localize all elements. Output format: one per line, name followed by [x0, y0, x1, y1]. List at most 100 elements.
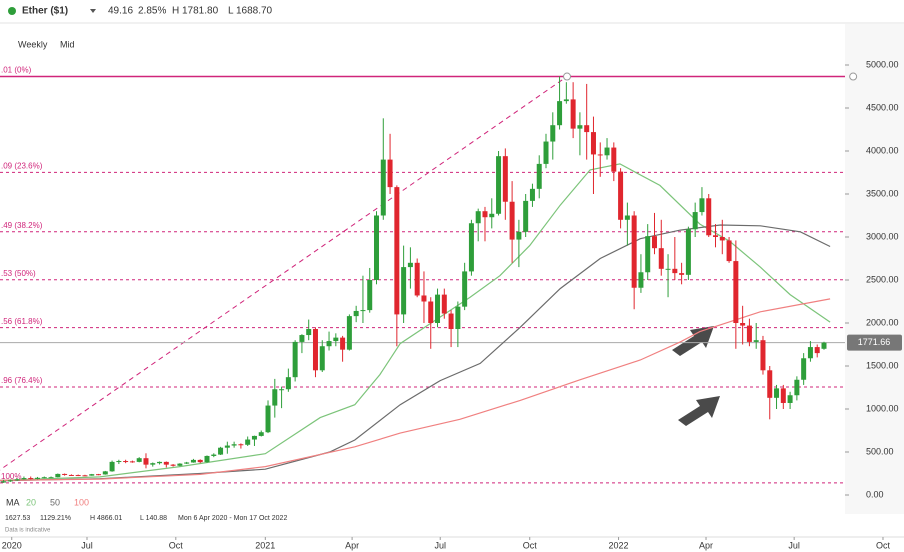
plot-area: [0, 75, 845, 484]
candle-body: [28, 478, 34, 480]
y-tick-label: 2000.00: [866, 317, 899, 327]
candle-body: [719, 237, 725, 241]
y-tick-label: 5000.00: [866, 59, 899, 69]
candle-body: [455, 306, 461, 330]
status-dot: [8, 7, 16, 15]
candle-body: [658, 248, 664, 269]
candle-body: [475, 211, 481, 224]
candle-body: [353, 310, 359, 317]
candle-body: [96, 474, 102, 476]
candle-body: [618, 171, 624, 220]
fib-anchor: [849, 72, 858, 81]
stat: H 4866.01: [90, 515, 122, 522]
candle-body: [760, 340, 766, 371]
candle-body: [102, 471, 108, 475]
candle-body: [258, 432, 264, 436]
candle-body: [279, 389, 285, 391]
candle-body: [428, 301, 434, 323]
candle-body: [821, 342, 827, 349]
candle-body: [401, 267, 407, 315]
candle-body: [509, 201, 515, 240]
price-type[interactable]: Mid: [60, 39, 75, 49]
legend-entry: 50: [50, 497, 60, 507]
candle-body: [238, 444, 244, 446]
x-tick-label: 2021: [255, 540, 275, 550]
high: H 1781.80: [172, 6, 219, 17]
candle-body: [34, 477, 40, 479]
x-tick-label: 2020: [2, 540, 22, 550]
candle-body: [557, 101, 563, 126]
candle-body: [123, 461, 129, 463]
candle-body: [75, 475, 81, 477]
candle-body: [780, 388, 786, 403]
candle-body: [48, 477, 54, 479]
candle-body: [801, 358, 807, 380]
candle-body: [672, 268, 678, 274]
candle-body: [767, 370, 773, 398]
candle-body: [387, 159, 393, 188]
candle-body: [89, 474, 95, 476]
candle-body: [184, 462, 190, 464]
candle-body: [421, 295, 427, 302]
fib-label: .96 (76.4%): [1, 376, 43, 385]
fib-trendline: [0, 76, 568, 471]
candle-body: [638, 272, 644, 288]
candle-body: [177, 463, 183, 466]
candle-body: [380, 159, 386, 216]
interval[interactable]: Weekly: [18, 39, 48, 49]
fib-label: .56 (61.8%): [1, 317, 43, 326]
candle-body: [136, 458, 142, 462]
y-tick-label: 3500.00: [866, 188, 899, 198]
price-badge-label: 1771.66: [858, 337, 891, 347]
candle-body: [523, 200, 529, 232]
candle-body: [326, 341, 332, 347]
candle-body: [726, 240, 732, 262]
candle-body: [746, 325, 752, 342]
x-tick-label: Jul: [434, 540, 446, 550]
moving-average: [0, 224, 831, 482]
candle-body: [414, 262, 420, 296]
candle-body: [645, 236, 651, 273]
candle-body: [692, 212, 698, 230]
y-tick-label: 0.00: [866, 489, 884, 499]
candle-body: [7, 480, 13, 482]
candle-body: [245, 439, 251, 445]
candle-body: [251, 435, 257, 440]
fib-label: .09 (23.6%): [1, 162, 43, 171]
candle-body: [529, 188, 535, 201]
candle-body: [435, 294, 441, 323]
fib-label: 100%: [1, 472, 21, 481]
legend-title: MA: [6, 497, 20, 507]
change: 49.16: [108, 6, 133, 17]
candle-body: [699, 198, 705, 213]
candle-body: [496, 156, 502, 214]
candle-body: [340, 337, 346, 350]
candle-body: [685, 229, 691, 275]
candle-body: [374, 215, 380, 280]
candle-body: [272, 389, 278, 406]
candle-body: [211, 454, 217, 456]
candle-body: [285, 377, 291, 390]
candle-body: [394, 187, 400, 315]
candle-body: [129, 461, 135, 463]
candle-body: [21, 478, 27, 480]
price-axis-bg: [845, 24, 904, 514]
candle-body: [624, 215, 630, 220]
x-tick-label: Jul: [81, 540, 93, 550]
candle-body: [753, 340, 759, 342]
fib-label: .49 (38.2%): [1, 221, 43, 230]
dropdown-caret[interactable]: [90, 9, 96, 13]
candle-body: [563, 99, 569, 102]
stat: Mon 6 Apr 2020 - Mon 17 Oct 2022: [178, 515, 287, 522]
candle-body: [150, 463, 156, 465]
candle-body: [740, 323, 746, 326]
symbol[interactable]: Ether ($1): [22, 6, 68, 17]
candle-body: [68, 474, 74, 476]
arrow: [672, 326, 714, 356]
candle-body: [604, 147, 610, 156]
x-tick-label: Apr: [345, 540, 359, 550]
candle-body: [597, 154, 603, 156]
candle-body: [14, 479, 20, 481]
candle-body: [62, 473, 68, 475]
candle-body: [590, 132, 596, 155]
